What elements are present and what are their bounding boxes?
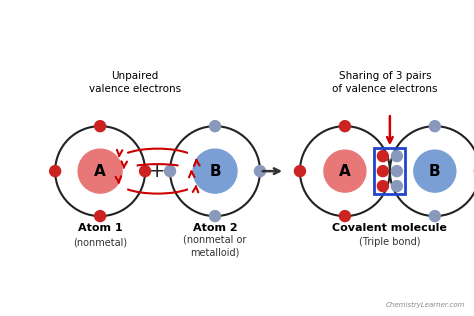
Text: Atom 2: Atom 2 (193, 223, 237, 233)
Circle shape (339, 210, 350, 222)
Circle shape (210, 121, 220, 132)
Text: A: A (94, 164, 106, 179)
Circle shape (392, 166, 402, 177)
Text: (nonmetal or
metalloid): (nonmetal or metalloid) (183, 235, 246, 257)
Circle shape (164, 166, 175, 177)
Circle shape (78, 149, 122, 193)
Circle shape (377, 181, 388, 191)
Text: +: + (149, 161, 166, 181)
Text: B: B (429, 164, 441, 179)
Circle shape (429, 121, 440, 132)
Text: Triple Covalent Bond: Triple Covalent Bond (99, 10, 375, 34)
Circle shape (95, 210, 106, 222)
Text: Covalent molecule: Covalent molecule (332, 223, 447, 233)
Circle shape (193, 149, 237, 193)
Circle shape (255, 166, 265, 177)
Circle shape (377, 166, 388, 177)
Circle shape (95, 121, 106, 132)
Circle shape (210, 210, 220, 222)
Text: Unpaired
valence electrons: Unpaired valence electrons (89, 71, 181, 94)
Circle shape (324, 150, 366, 192)
Text: Atom 1: Atom 1 (78, 223, 122, 233)
Circle shape (392, 181, 402, 191)
Circle shape (139, 166, 151, 177)
Circle shape (429, 210, 440, 222)
Circle shape (294, 166, 305, 177)
Text: B: B (209, 164, 221, 179)
Text: ChemistryLearner.com: ChemistryLearner.com (385, 302, 465, 308)
Text: A: A (339, 164, 351, 179)
Text: Sharing of 3 pairs
of valence electrons: Sharing of 3 pairs of valence electrons (332, 71, 438, 94)
Circle shape (377, 151, 388, 162)
Circle shape (414, 150, 456, 192)
Circle shape (392, 151, 402, 162)
Circle shape (339, 121, 350, 132)
Bar (374, 148, 405, 194)
Text: (Triple bond): (Triple bond) (359, 237, 420, 247)
Circle shape (50, 166, 61, 177)
Text: (nonmetal): (nonmetal) (73, 237, 127, 247)
